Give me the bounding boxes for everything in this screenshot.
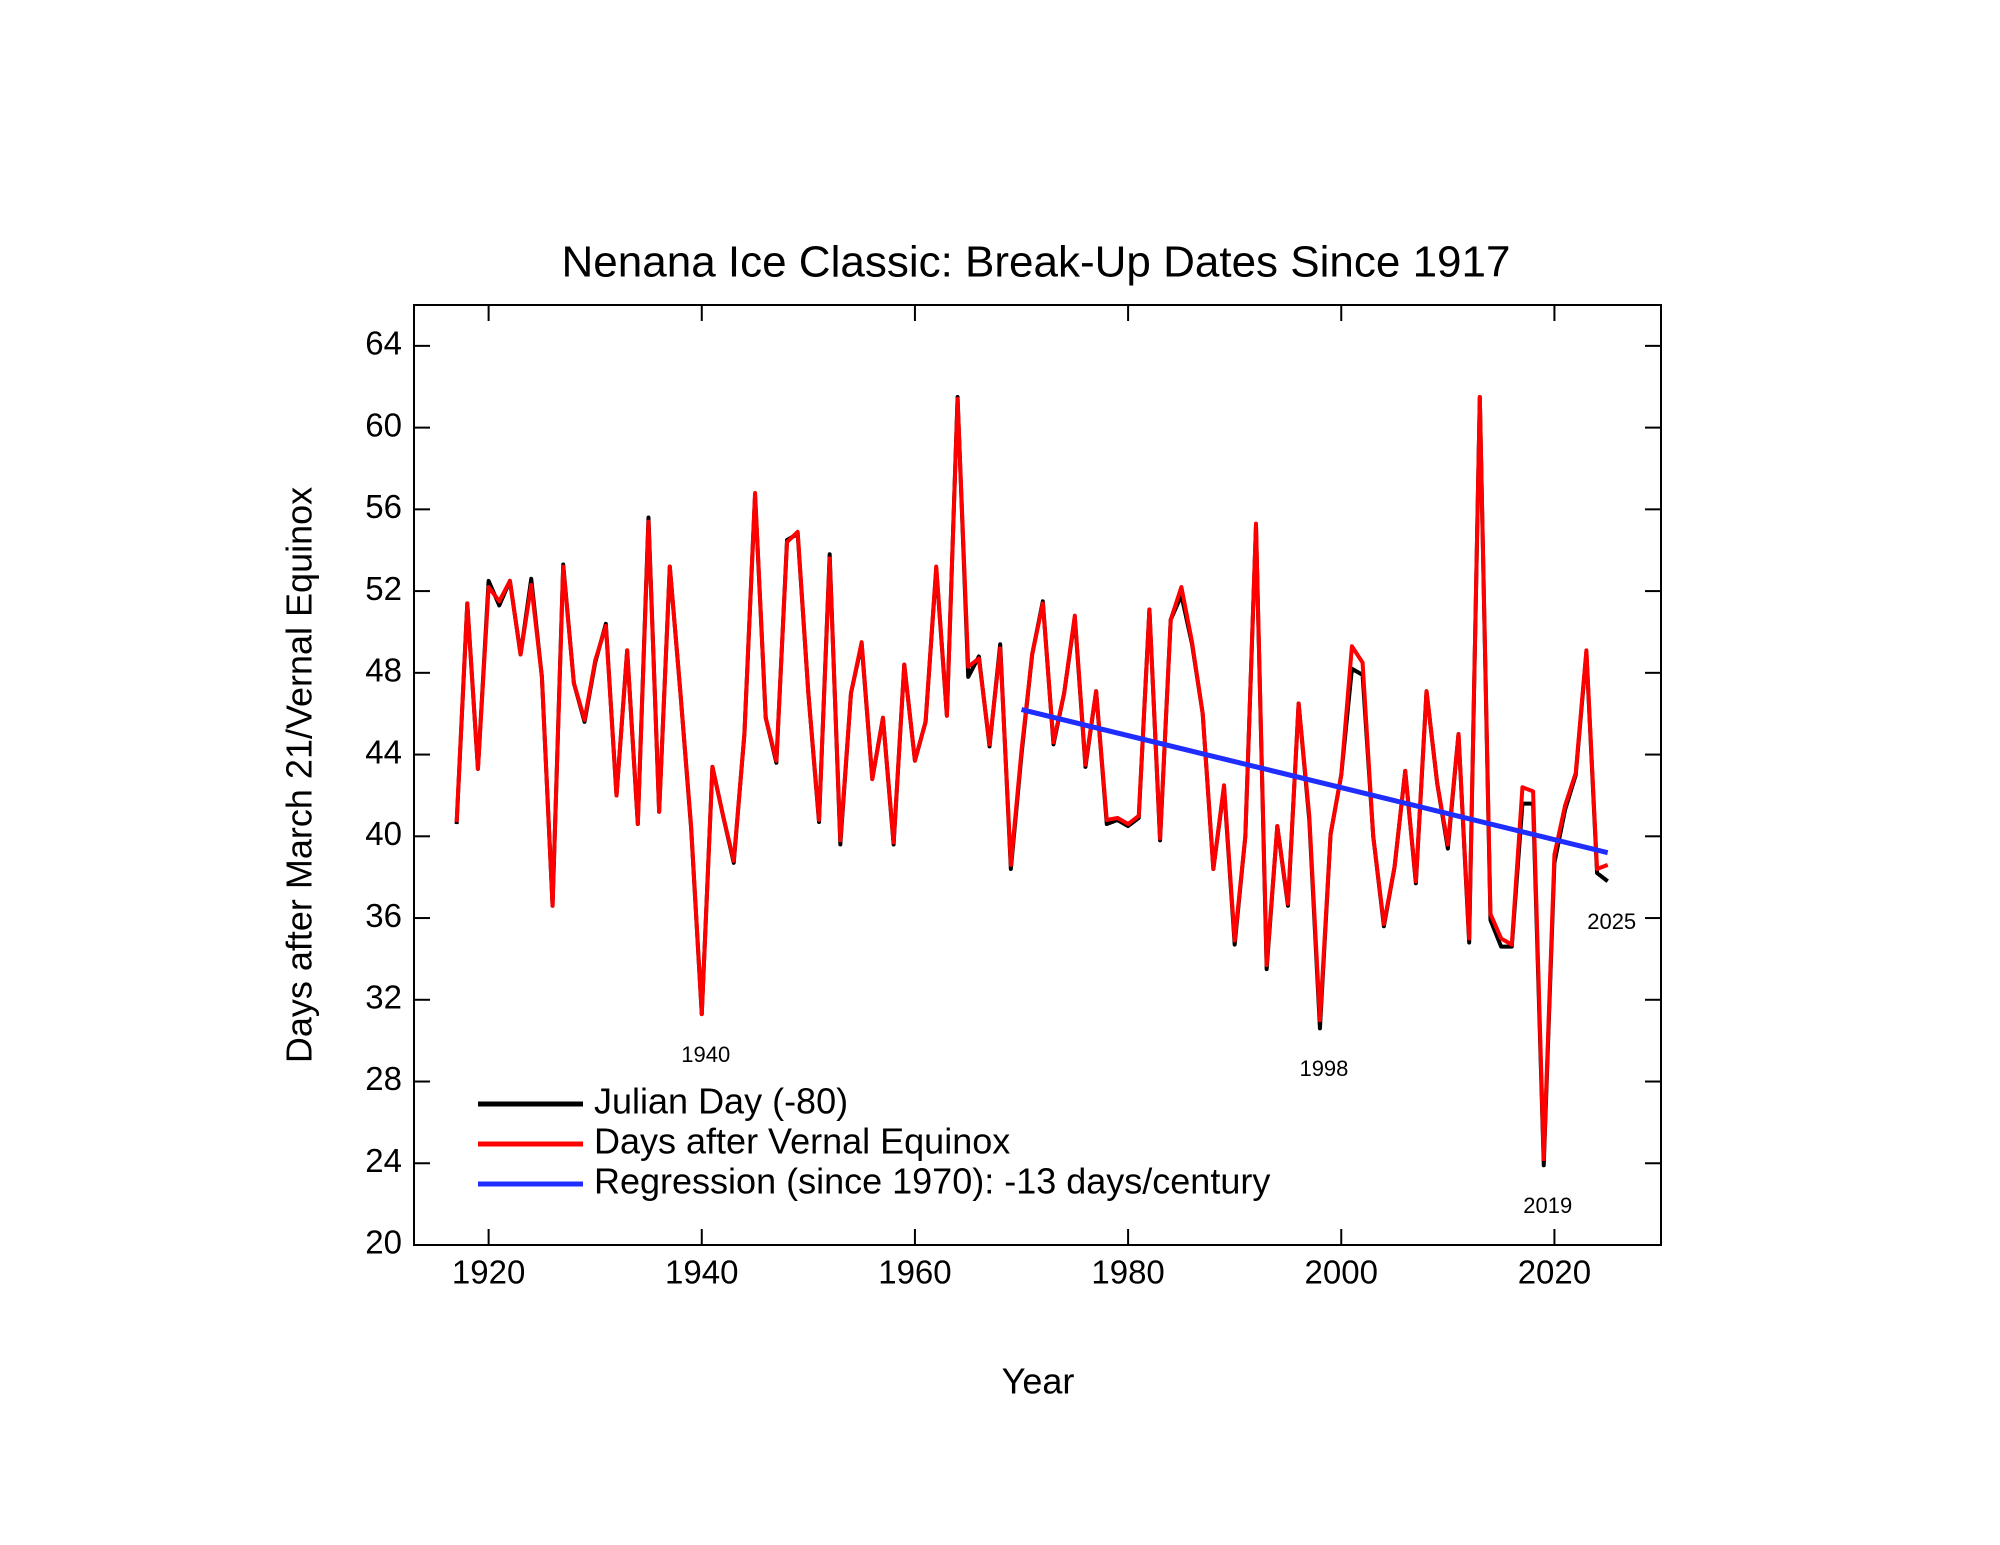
x-tick-label: 2020 xyxy=(1518,1254,1591,1291)
y-tick-label: 64 xyxy=(365,325,402,362)
series-line xyxy=(454,394,1609,1162)
y-tick-label: 60 xyxy=(365,406,402,443)
y-tick-label: 44 xyxy=(365,733,402,770)
annotation: 2019 xyxy=(1523,1193,1572,1218)
y-tick-label: 52 xyxy=(365,570,402,607)
annotation: 1998 xyxy=(1299,1056,1348,1081)
chart-title: Nenana Ice Classic: Break-Up Dates Since… xyxy=(562,238,1511,287)
x-tick-label: 1980 xyxy=(1091,1254,1164,1291)
x-axis-label: Year xyxy=(1002,1361,1075,1402)
legend-label: Days after Vernal Equinox xyxy=(594,1121,1010,1162)
y-tick-label: 56 xyxy=(365,488,402,525)
x-tick-label: 1940 xyxy=(665,1254,738,1291)
y-tick-label: 48 xyxy=(365,652,402,689)
y-tick-label: 32 xyxy=(365,979,402,1016)
y-tick-label: 36 xyxy=(365,897,402,934)
y-tick-label: 24 xyxy=(365,1142,402,1179)
y-tick-label: 40 xyxy=(365,815,402,852)
x-tick-label: 2000 xyxy=(1305,1254,1378,1291)
plot-frame xyxy=(413,304,1662,1246)
annotation: 1940 xyxy=(681,1042,730,1067)
y-tick-label: 20 xyxy=(365,1224,402,1261)
x-tick-label: 1920 xyxy=(452,1254,525,1291)
legend-label: Julian Day (-80) xyxy=(594,1081,848,1122)
series-line xyxy=(1020,707,1609,856)
x-tick-label: 1960 xyxy=(878,1254,951,1291)
y-axis-label: Days after March 21/Vernal Equinox xyxy=(279,487,320,1063)
y-tick-label: 28 xyxy=(365,1060,402,1097)
annotation: 2025 xyxy=(1587,909,1636,934)
legend-label: Regression (since 1970): -13 days/centur… xyxy=(594,1161,1270,1202)
